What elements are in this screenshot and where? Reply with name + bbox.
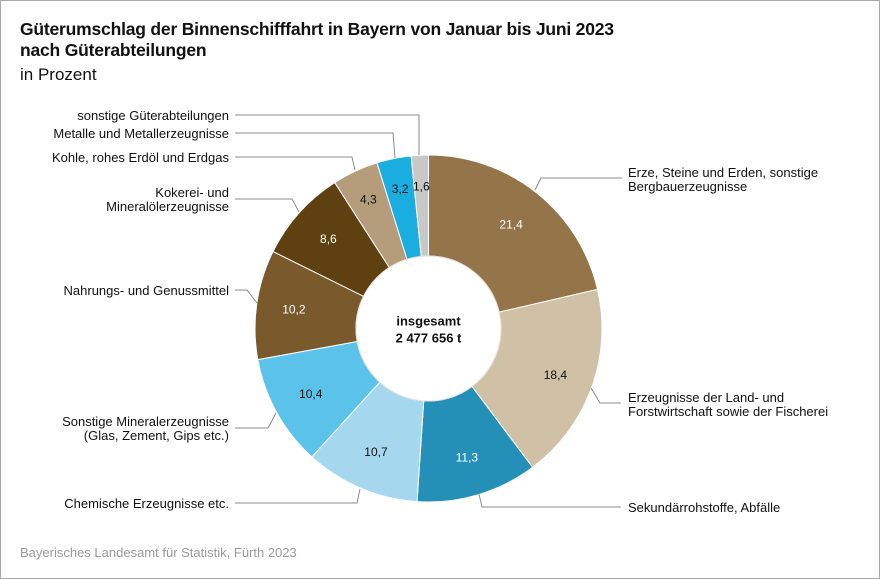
value-label-0: 21,4 bbox=[499, 218, 523, 232]
category-label-line: Metalle und Metallerzeugnisse bbox=[53, 126, 229, 141]
donut-hole bbox=[355, 255, 502, 402]
leader-line-3 bbox=[235, 488, 361, 504]
category-label-line: Bergbauerzeugnisse bbox=[628, 179, 747, 194]
leader-line-1 bbox=[590, 387, 621, 404]
chart-title-line1: Güterumschlag der Binnenschifffahrt in B… bbox=[20, 19, 614, 39]
category-label-line: (Glas, Zement, Gips etc.) bbox=[84, 428, 229, 443]
value-label-3: 10,7 bbox=[364, 445, 388, 459]
category-label-5: Nahrungs- und Genussmittel bbox=[64, 283, 230, 298]
category-labels-group: Erze, Steine und Erden, sonstige Bergbaue… bbox=[52, 108, 828, 515]
value-label-5: 10,2 bbox=[282, 303, 306, 317]
value-labels-group: 21,4 18,4 11,3 10,7 10,4 10,2 8,6 4,3 3,2 1,6 bbox=[282, 179, 567, 464]
category-label-line: Chemische Erzeugnisse etc. bbox=[64, 496, 229, 511]
category-label-line: Sekundärrohstoffe, Abfälle bbox=[628, 500, 780, 515]
slices-group bbox=[254, 154, 603, 503]
category-label-2: Sekundärrohstoffe, Abfälle bbox=[628, 500, 780, 515]
leader-line-6 bbox=[235, 198, 300, 213]
leader-line-5 bbox=[235, 289, 258, 304]
source-note: Bayerisches Landesamt für Statistik, Für… bbox=[20, 545, 297, 560]
chart-subtitle: in Prozent bbox=[20, 65, 97, 84]
value-label-1: 18,4 bbox=[544, 368, 568, 382]
value-label-9: 1,6 bbox=[413, 179, 430, 193]
category-label-8: Metalle und Metallerzeugnisse bbox=[53, 126, 229, 141]
category-label-line: Kohle, rohes Erdöl und Erdgas bbox=[52, 150, 230, 165]
category-label-line: sonstige Güterabteilungen bbox=[77, 108, 229, 123]
leader-line-9 bbox=[235, 114, 420, 155]
category-label-line: Nahrungs- und Genussmittel bbox=[64, 283, 230, 298]
category-label-line: Erzeugnisse der Land- und bbox=[628, 390, 784, 405]
leader-lines-group bbox=[235, 114, 622, 508]
category-label-7: Kohle, rohes Erdöl und Erdgas bbox=[52, 150, 230, 165]
category-label-1: Erzeugnisse der Land- und Forstwirtschaft… bbox=[628, 390, 828, 419]
leader-line-7 bbox=[235, 156, 356, 171]
category-label-line: Kokerei- und bbox=[155, 185, 229, 200]
value-label-4: 10,4 bbox=[299, 387, 323, 401]
category-label-3: Chemische Erzeugnisse etc. bbox=[64, 496, 229, 511]
value-label-7: 4,3 bbox=[360, 193, 377, 207]
category-label-4: Sonstige Mineralerzeugnisse (Glas, Zement… bbox=[62, 414, 229, 443]
category-label-9: sonstige Güterabteilungen bbox=[77, 108, 229, 123]
leader-line-4 bbox=[235, 412, 277, 429]
leader-line-0 bbox=[534, 177, 622, 191]
center-label-line1: insgesamt bbox=[396, 314, 461, 329]
center-label-line2: 2 477 656 t bbox=[396, 331, 462, 346]
value-label-8: 3,2 bbox=[392, 182, 409, 196]
category-label-line: Sonstige Mineralerzeugnisse bbox=[62, 414, 229, 429]
chart-title-line2: nach Güterabteilungen bbox=[20, 40, 207, 60]
chart-title: Güterumschlag der Binnenschifffahrt in B… bbox=[20, 19, 614, 61]
category-label-line: Erze, Steine und Erden, sonstige bbox=[628, 165, 818, 180]
category-label-line: Forstwirtschaft sowie der Fischerei bbox=[628, 404, 828, 419]
value-label-2: 11,3 bbox=[456, 451, 479, 465]
leader-line-2 bbox=[478, 493, 621, 508]
leader-line-8 bbox=[235, 132, 396, 159]
category-label-0: Erze, Steine und Erden, sonstige Bergbaue… bbox=[628, 165, 818, 194]
category-label-line: Mineralölerzeugnisse bbox=[106, 199, 229, 214]
value-label-6: 8,6 bbox=[320, 232, 337, 246]
category-label-6: Kokerei- und Mineralölerzeugnisse bbox=[106, 185, 229, 214]
